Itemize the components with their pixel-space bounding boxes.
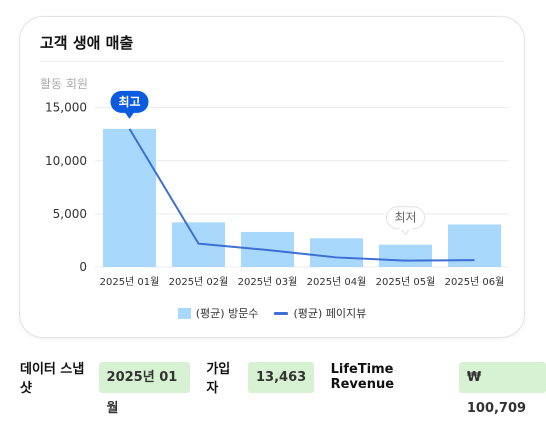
legend-item-visits[interactable]: (평균) 방문수: [177, 305, 259, 321]
ltv-value: ₩ 100,709: [458, 361, 546, 416]
snapshot-label: 데이터 스냅샷: [20, 362, 85, 396]
annotation-pointer-mask: [399, 226, 412, 230]
revenue-card: 고객 생애 매출 활동 회원 0 5,000 10,000 15,000 2025년 …: [19, 16, 525, 338]
x-tick-label: 2025년 06월: [445, 276, 505, 288]
bar-visits: [310, 238, 363, 267]
annotation-max: 최고: [110, 90, 149, 119]
y-tick-labels: 0 5,000 10,000 15,000: [45, 101, 87, 274]
summary-stats: 데이터 스냅샷 2025년 01월 가입자 13,463 LifeTime Re…: [20, 361, 546, 416]
y-tick-label: 15,000: [45, 101, 87, 115]
signup-value: 13,463: [248, 361, 315, 393]
annotation-label: 최저: [394, 211, 416, 225]
x-tick-labels: 2025년 01월 2025년 02월 2025년 03월 2025년 04월 2025…: [100, 276, 505, 288]
annotation-bubble: [110, 90, 149, 113]
y-tick-label: 10,000: [45, 154, 87, 168]
x-tick-label: 2025년 01월: [100, 276, 160, 288]
title-divider: [40, 61, 504, 62]
signup-label: 가입자: [206, 362, 231, 396]
x-tick-label: 2025년 04월: [307, 276, 367, 288]
bar-visits: [379, 244, 432, 267]
snapshot-value: 2025년 01월: [98, 361, 190, 416]
legend-label-pageviews: (평균) 페이지뷰: [293, 307, 367, 320]
ltv-label: LifeTime Revenue: [330, 362, 395, 392]
y-axis-title: 활동 회원: [40, 77, 88, 91]
legend-line-swatch: [274, 311, 289, 315]
line-pageviews: [128, 128, 475, 262]
line-series: [128, 128, 475, 262]
x-tick-label: 2025년 03월: [238, 276, 298, 288]
legend-bar-swatch: [177, 307, 191, 319]
x-tick-label: 2025년 05월: [376, 276, 436, 288]
annotation-label: 최고: [118, 94, 140, 109]
y-tick-label: 0: [79, 260, 87, 274]
chart-legend: (평균) 방문수 (평균) 페이지뷰: [20, 305, 524, 321]
x-tick-label: 2025년 02월: [169, 276, 229, 288]
legend-label-visits: (평균) 방문수: [195, 307, 259, 320]
y-tick-label: 5,000: [53, 207, 87, 221]
grid-lines: [95, 107, 509, 268]
annotation-pointer: [124, 111, 135, 119]
bars: [103, 128, 501, 267]
annotation-min: 최저: [386, 206, 425, 236]
bar-visits: [103, 128, 156, 267]
legend-item-pageviews[interactable]: (평균) 페이지뷰: [274, 305, 366, 321]
card-title: 고객 생애 매출: [40, 34, 134, 52]
